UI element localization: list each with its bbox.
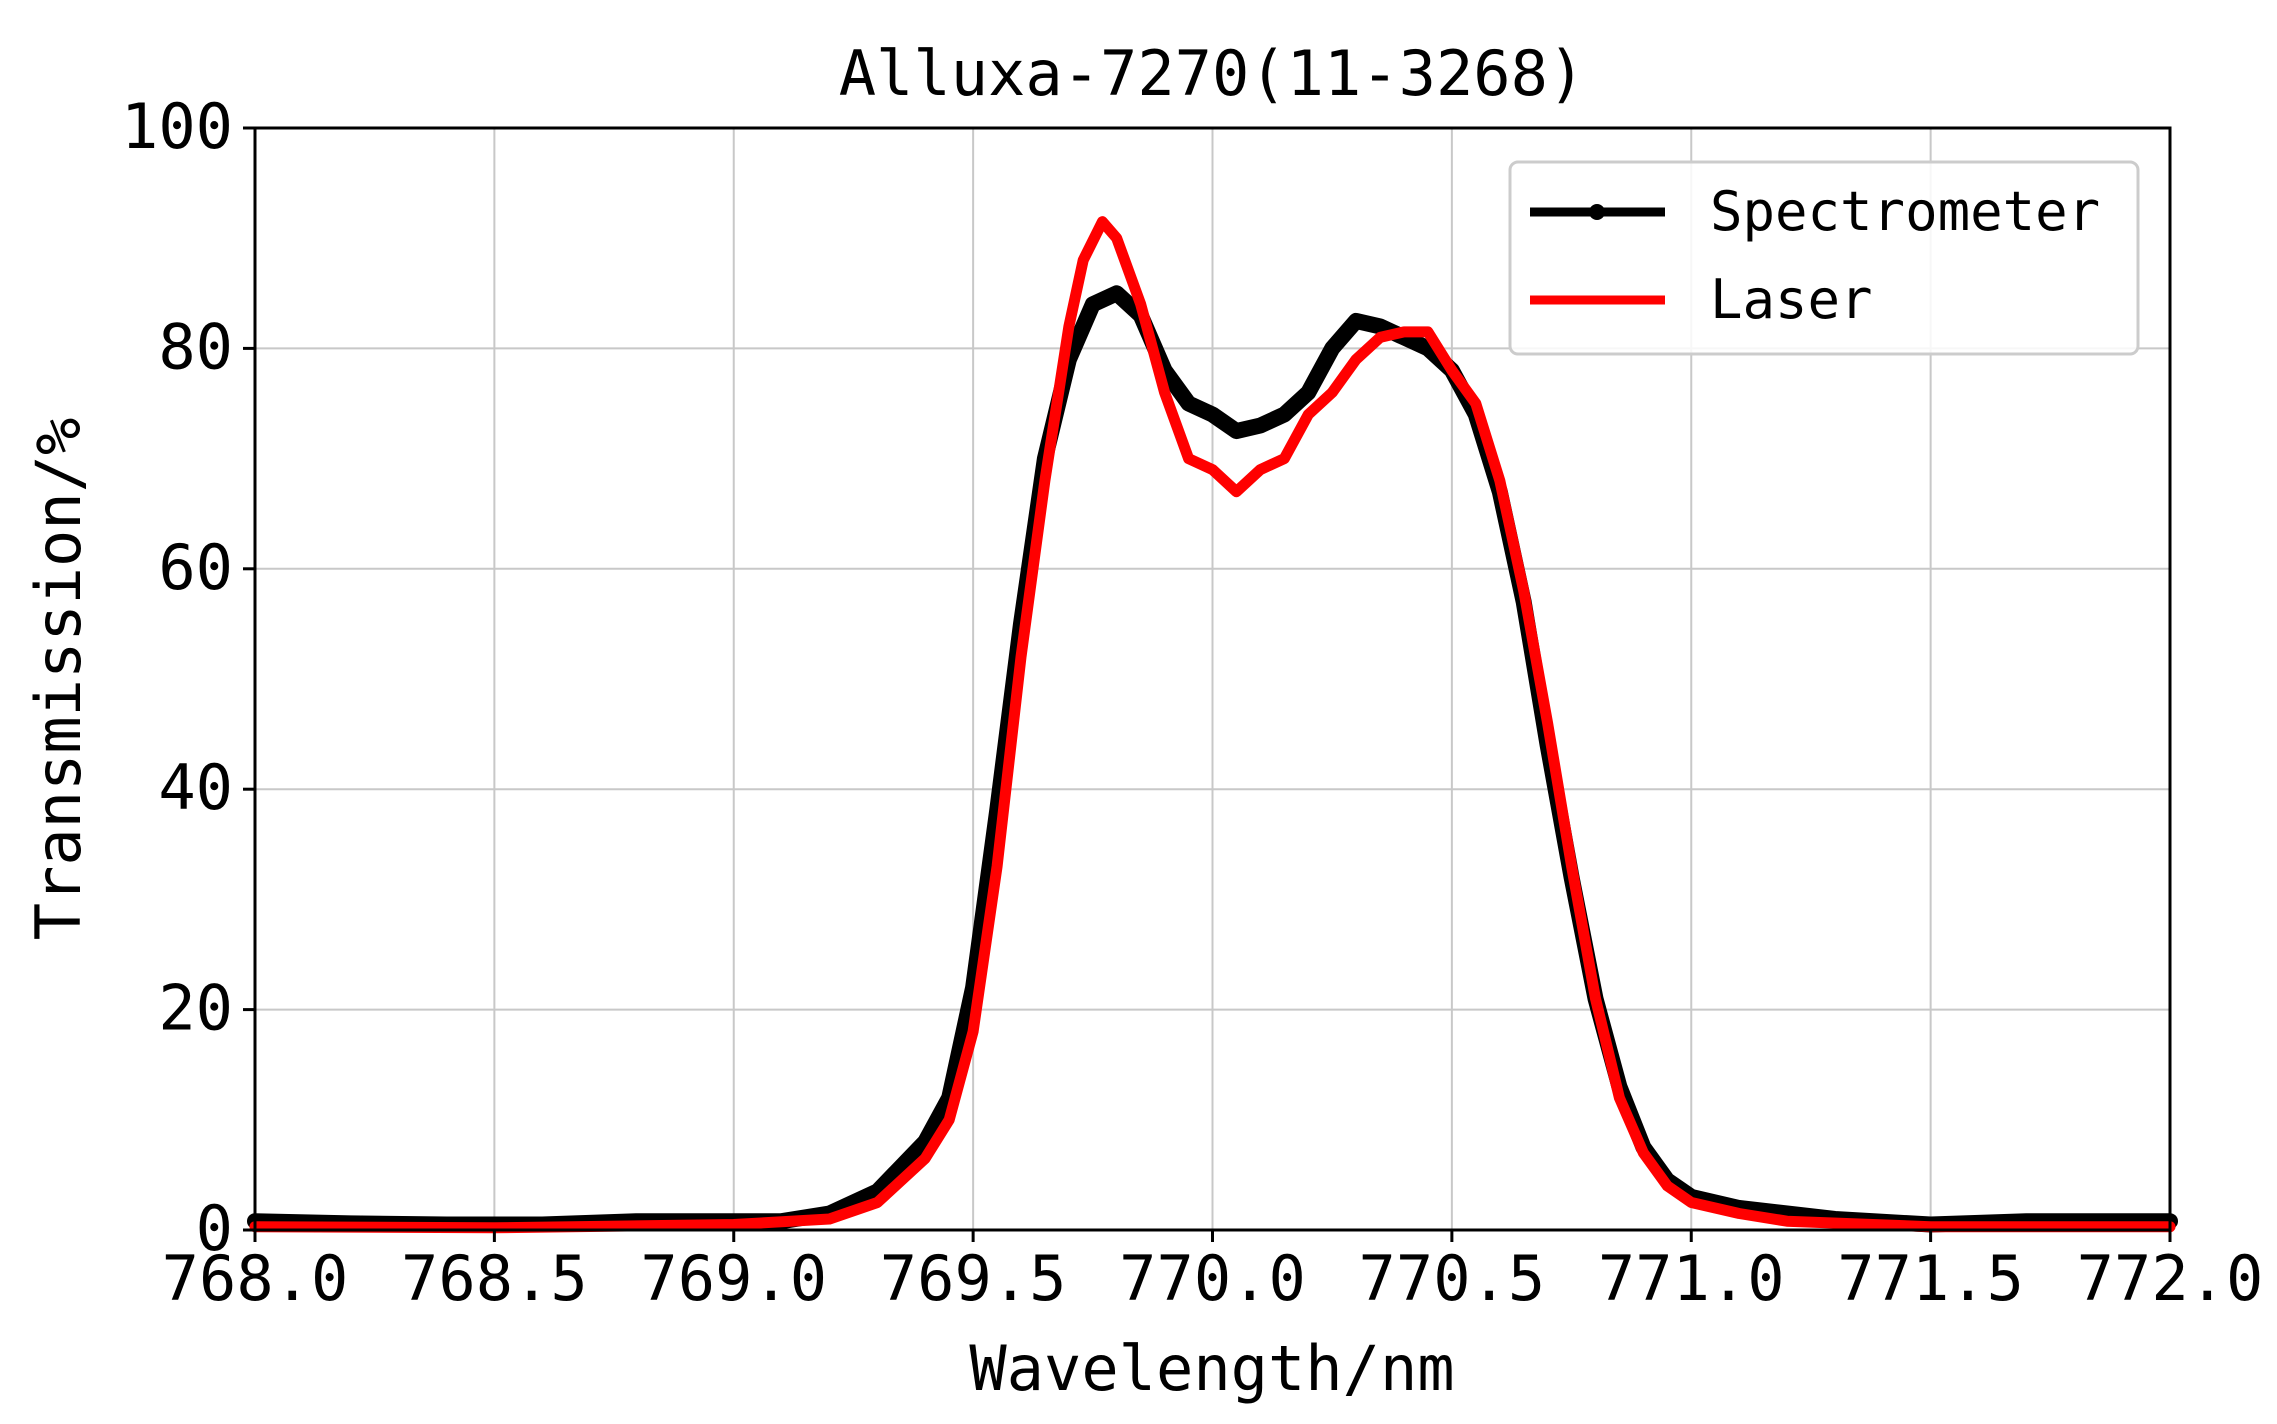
y-tick-label: 80 [158, 310, 233, 383]
x-tick-label: 771.0 [1598, 1242, 1785, 1315]
legend-label-laser: Laser [1710, 268, 1873, 331]
x-tick-label: 771.5 [1837, 1242, 2024, 1315]
series-line-laser [249, 216, 2176, 1234]
y-tick-label: 20 [158, 972, 233, 1045]
x-tick-label: 770.0 [1119, 1242, 1306, 1315]
plot-lines [247, 216, 2178, 1234]
x-tick-label: 772.0 [2077, 1242, 2264, 1315]
legend-marker-spectrometer [1589, 204, 1605, 220]
y-tick-label: 100 [121, 90, 233, 163]
chart-title: Alluxa-7270(11-3268) [839, 37, 1586, 110]
ticks: 768.0 768.5 769.0 769.5 770.0 770.5 771.0 771.5… [121, 90, 2263, 1315]
y-tick-label: 0 [196, 1192, 233, 1265]
x-axis-label: Wavelength/nm [969, 1332, 1454, 1405]
legend-box [1508, 160, 2140, 356]
y-tick-label: 60 [158, 531, 233, 604]
x-tick-label: 770.5 [1359, 1242, 1546, 1315]
legend-label-spectrometer: Spectrometer [1710, 180, 2100, 243]
x-tick-label: 768.5 [401, 1242, 588, 1315]
y-tick-label: 40 [158, 751, 233, 824]
x-tick-label: 768.0 [162, 1242, 349, 1315]
x-tick-label: 769.0 [640, 1242, 827, 1315]
x-tick-label: 769.5 [880, 1242, 1067, 1315]
legend: Spectrometer Laser [1508, 160, 2140, 356]
y-axis-label: Transmission/% [22, 418, 95, 941]
